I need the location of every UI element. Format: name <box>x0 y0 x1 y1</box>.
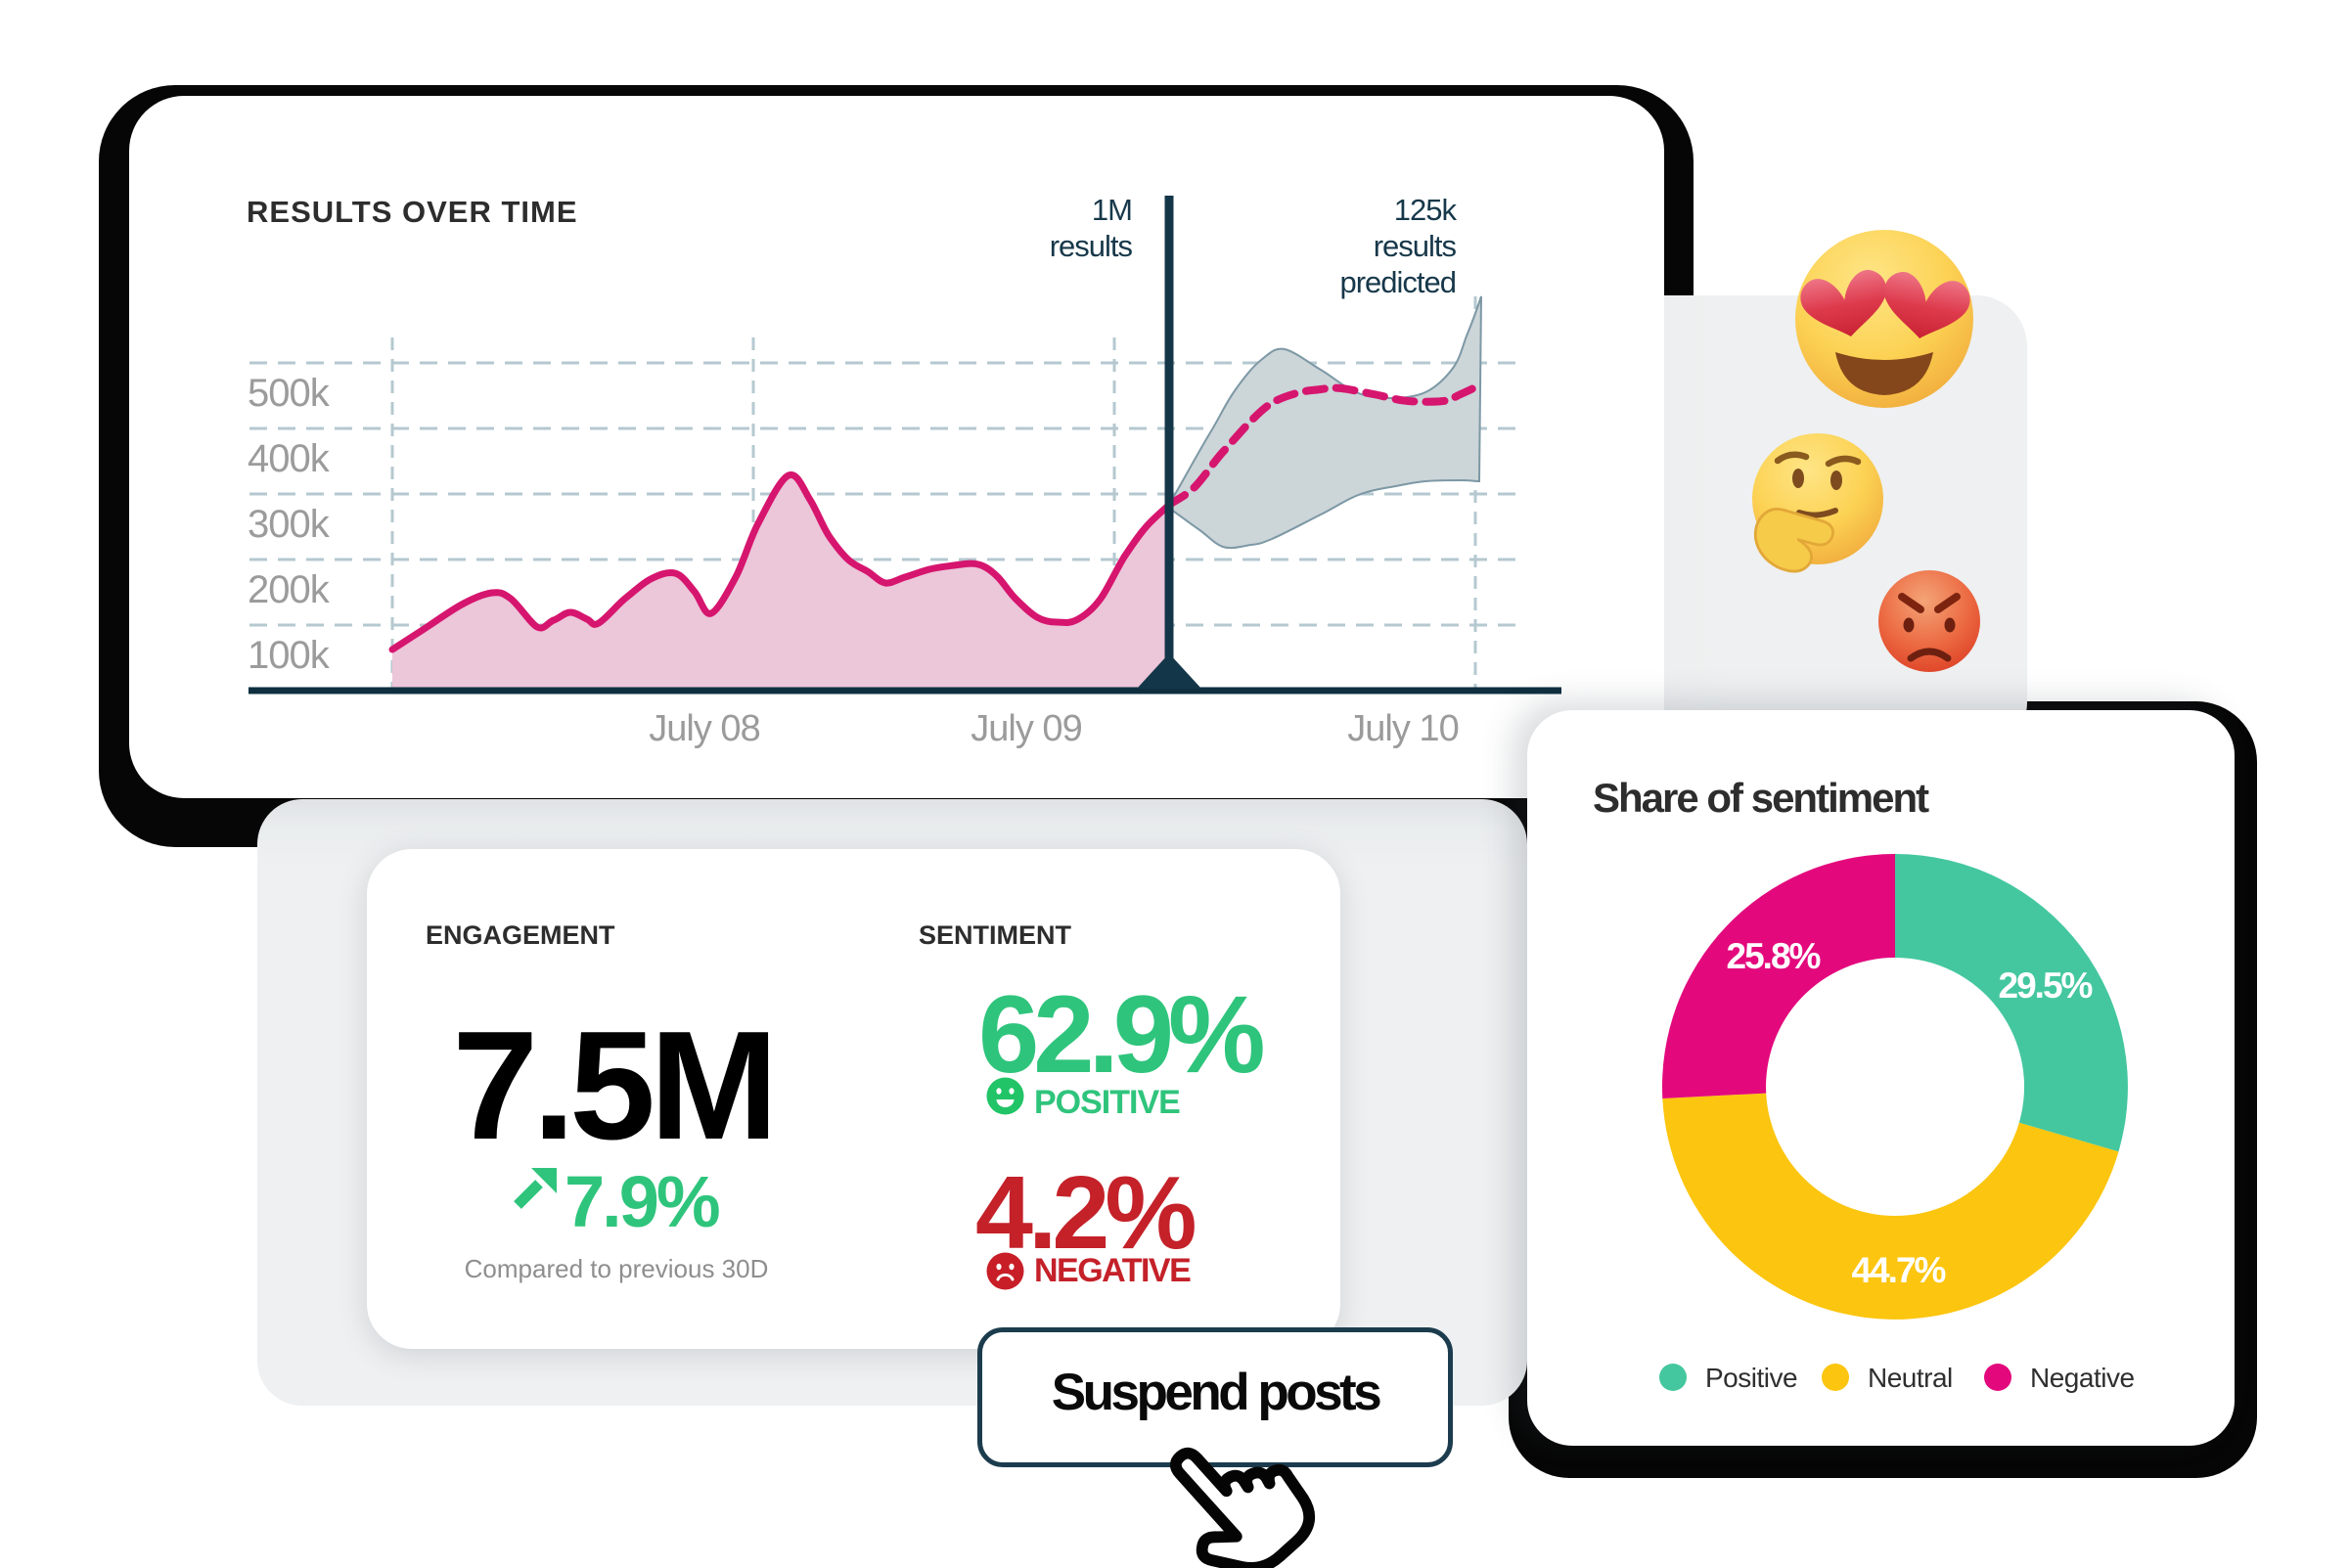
svg-text:July 10: July 10 <box>1347 708 1458 749</box>
svg-text:100k: 100k <box>248 634 331 677</box>
svg-text:results: results <box>1374 229 1457 263</box>
svg-text:1M: 1M <box>1092 193 1132 227</box>
svg-text:Negative: Negative <box>2030 1363 2135 1393</box>
svg-text:RESULTS OVER TIME: RESULTS OVER TIME <box>247 195 578 229</box>
svg-text:125k: 125k <box>1394 193 1458 227</box>
svg-text:Positive: Positive <box>1705 1363 1797 1393</box>
svg-text:29.5%: 29.5% <box>1999 965 2093 1006</box>
svg-text:July 08: July 08 <box>649 708 759 749</box>
svg-text:500k: 500k <box>248 372 331 415</box>
svg-text:400k: 400k <box>248 437 331 480</box>
svg-text:44.7%: 44.7% <box>1852 1250 1946 1290</box>
svg-text:results: results <box>1050 229 1133 263</box>
svg-text:300k: 300k <box>248 503 331 546</box>
svg-text:predicted: predicted <box>1339 265 1456 299</box>
svg-text:25.8%: 25.8% <box>1727 936 1821 976</box>
svg-text:200k: 200k <box>248 568 331 611</box>
svg-text:July 09: July 09 <box>971 708 1081 749</box>
svg-text:Neutral: Neutral <box>1868 1363 1953 1393</box>
